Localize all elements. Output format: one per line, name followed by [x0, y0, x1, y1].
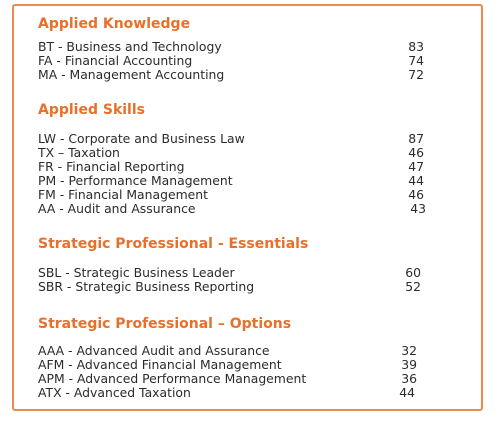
- table-row: FA - Financial Accounting 74: [38, 53, 424, 68]
- section-title-applied-skills: Applied Skills: [38, 102, 145, 118]
- paper-label: SBL - Strategic Business Leader: [38, 265, 235, 280]
- paper-score: 46: [408, 145, 424, 160]
- paper-label: BT - Business and Technology: [38, 39, 222, 54]
- paper-score: 46: [408, 187, 424, 202]
- table-row: APM - Advanced Performance Management 36: [38, 372, 418, 386]
- table-row: LW - Corporate and Business Law 87: [38, 131, 424, 146]
- paper-score: 60: [405, 265, 421, 280]
- paper-score: 74: [408, 53, 424, 68]
- table-row: PM - Performance Management 44: [38, 173, 424, 188]
- paper-score: 44: [399, 385, 415, 400]
- paper-label: FR - Financial Reporting: [38, 159, 185, 174]
- paper-score: 87: [408, 131, 424, 146]
- results-card: [12, 4, 483, 411]
- table-row: AA - Audit and Assurance 43: [38, 201, 426, 216]
- section-title-strategic-essentials: Strategic Professional - Essentials: [38, 236, 309, 252]
- paper-label: AAA - Advanced Audit and Assurance: [38, 343, 270, 358]
- paper-label: FA - Financial Accounting: [38, 53, 193, 68]
- table-row: TX – Taxation 46: [38, 145, 424, 160]
- paper-label: MA - Management Accounting: [38, 67, 225, 82]
- paper-label: TX – Taxation: [38, 145, 120, 160]
- paper-label: SBR - Strategic Business Reporting: [38, 279, 255, 294]
- paper-score: 36: [401, 371, 417, 386]
- paper-label: APM - Advanced Performance Management: [38, 371, 307, 386]
- table-row: BT - Business and Technology 83: [38, 39, 424, 54]
- paper-score: 47: [408, 159, 424, 174]
- paper-label: AA - Audit and Assurance: [38, 201, 196, 216]
- paper-score: 43: [410, 201, 426, 216]
- paper-label: FM - Financial Management: [38, 187, 208, 202]
- table-row: AAA - Advanced Audit and Assurance 32: [38, 344, 418, 358]
- paper-label: LW - Corporate and Business Law: [38, 131, 245, 146]
- table-row: SBL - Strategic Business Leader 60: [38, 265, 421, 280]
- paper-score: 39: [401, 357, 417, 372]
- paper-score: 32: [401, 343, 417, 358]
- table-row: FR - Financial Reporting 47: [38, 159, 424, 174]
- table-row: ATX - Advanced Taxation 44: [38, 386, 418, 400]
- table-row: FM - Financial Management 46: [38, 187, 424, 202]
- paper-label: AFM - Advanced Financial Management: [38, 357, 282, 372]
- paper-label: PM - Performance Management: [38, 173, 233, 188]
- section-title-strategic-options: Strategic Professional – Options: [38, 316, 292, 332]
- paper-score: 72: [408, 67, 424, 82]
- table-row: AFM - Advanced Financial Management 39: [38, 358, 418, 372]
- paper-label: ATX - Advanced Taxation: [38, 385, 191, 400]
- paper-score: 83: [408, 39, 424, 54]
- section-title-applied-knowledge: Applied Knowledge: [38, 16, 191, 32]
- paper-score: 52: [405, 279, 421, 294]
- paper-score: 44: [408, 173, 424, 188]
- table-row: SBR - Strategic Business Reporting 52: [38, 279, 421, 294]
- table-row: MA - Management Accounting 72: [38, 67, 424, 82]
